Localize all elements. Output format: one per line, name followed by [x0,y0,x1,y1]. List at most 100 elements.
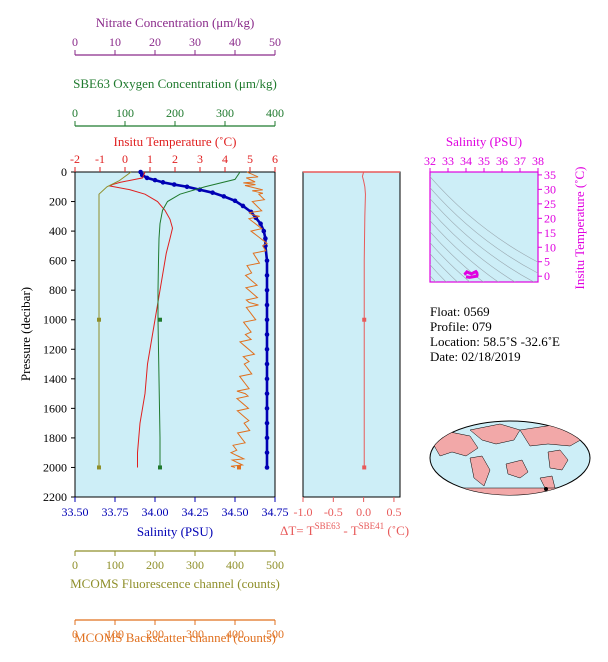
dt-axis-title-sup: SBE63 [315,521,341,531]
nitrate-tick-label: 20 [149,35,161,49]
backscatter-axis-title: MCOMS Backscatter channel (counts) [74,630,276,645]
pressure-axis-title: Pressure (decibar) [18,287,33,381]
backscatter-tick-label: 100 [106,627,124,641]
ts-salinity-tick-label: 37 [514,154,526,168]
ts-salinity-tick-label: 34 [460,154,472,168]
fluorescence-tick-label: 400 [226,558,244,572]
backscatter-tick-label: 500 [266,627,284,641]
land-mass [443,487,577,495]
fluorescence-marker [97,465,101,470]
float-location-marker [544,487,548,491]
ts-temperature-tick-label: 0 [544,269,550,283]
ts-temperature-tick-label: 20 [544,211,556,225]
salinity-tick-label: 34.00 [142,505,169,519]
fluorescence-axis-title: MCOMS Fluorescence channel (counts) [70,576,280,591]
temperature-tick-label: 4 [222,152,228,166]
temperature-axis-title: Insitu Temperature (˚C) [113,134,236,149]
salinity-point [171,182,177,187]
salinity-tick-label: 33.50 [62,505,89,519]
temperature-tick-label: 5 [247,152,253,166]
fluorescence-marker [97,317,101,322]
backscatter-tick-label: 200 [146,627,164,641]
salinity-point [264,450,270,455]
profile-number: Profile: 079 [430,319,492,334]
salinity-tick-label: 34.50 [222,505,249,519]
pressure-tick-label: 400 [49,224,67,238]
salinity-point [264,332,270,337]
location: Location: 58.5˚S -32.6˚E [430,334,560,349]
ts-temperature-tick-label: 25 [544,197,556,211]
ts-temperature-tick-label: 10 [544,240,556,254]
pressure-tick-label: 800 [49,283,67,297]
oxygen-tick-label: 200 [166,106,184,120]
salinity-point [264,361,270,367]
salinity-point [264,273,270,278]
fluorescence-tick-label: 500 [266,558,284,572]
ts-temperature-tick-label: 5 [544,255,550,269]
salinity-point [240,203,246,209]
dt-axis-title: ΔT= TSBE63 - TSBE41 (˚C) [280,521,409,538]
ts-temperature-tick-label: 15 [544,226,556,240]
temperature-tick-label: -1 [95,152,105,166]
map-land [431,423,585,495]
salinity-tick-label: 34.75 [262,505,289,519]
salinity-point [258,221,263,227]
isopycnal-line [430,220,499,282]
ts-salinity-tick-label: 35 [478,154,490,168]
salinity-point [264,258,270,263]
pressure-tick-label: 200 [49,195,67,209]
salinity-point [263,236,268,241]
isopycnal-line [430,176,538,263]
salinity-point [264,317,270,323]
backscatter-tick-label: 0 [72,627,78,641]
ts-salinity-tick-label: 32 [424,154,436,168]
dt-tick-label: -0.5 [324,505,343,519]
nitrate-tick-label: 10 [109,35,121,49]
dt-axis-title-part: (˚C) [384,523,409,538]
ts-salinity-tick-label: 38 [532,154,544,168]
ts-series-line [463,269,479,279]
salinity-point [261,228,267,234]
land-mass [469,423,521,445]
dt-marker [362,317,367,322]
fluorescence-tick-label: 100 [106,558,124,572]
temperature-tick-label: 0 [122,152,128,166]
temperature-tick-label: 2 [172,152,178,166]
oxygen-series-line [157,171,241,468]
backscatter-series-line [229,171,268,468]
oxygen-marker [158,317,162,322]
fluorescence-tick-label: 300 [186,558,204,572]
main-panel [74,171,276,498]
fluorescence-tick-label: 200 [146,558,164,572]
dt-panel [302,171,401,498]
oxygen-tick-label: 100 [116,106,134,120]
fluorescence-tick-label: 0 [72,558,78,572]
salinity-point [152,177,158,183]
salinity-point [264,420,270,426]
dt-axis-title-sup: SBE41 [359,521,385,531]
salinity-point [264,465,270,470]
float-id: Float: 0569 [430,304,490,319]
backscatter-tick-label: 300 [186,627,204,641]
pressure-tick-label: 1200 [43,342,67,356]
salinity-tick-label: 33.75 [102,505,129,519]
isopycnal-line [430,198,535,282]
pressure-tick-label: 0 [61,165,67,179]
dt-axis-title-part: - T [340,523,359,538]
pressure-tick-label: 2000 [43,460,67,474]
salinity-point [160,180,166,185]
salinity-point [232,198,238,204]
ts-salinity-tick-label: 36 [496,154,508,168]
salinity-point [264,376,270,382]
dt-marker [362,465,367,470]
temperature-series-line [108,171,174,468]
isopycnal-line [430,187,538,274]
nitrate-tick-label: 0 [72,35,78,49]
isopycnal-line [430,209,516,282]
salinity-point [184,184,190,190]
oxygen-tick-label: 400 [266,106,284,120]
dt-tick-label: 0.0 [356,505,371,519]
ts-temperature-tick-label: 35 [544,168,556,182]
nitrate-tick-label: 30 [189,35,201,49]
pressure-tick-label: 1800 [43,431,67,445]
